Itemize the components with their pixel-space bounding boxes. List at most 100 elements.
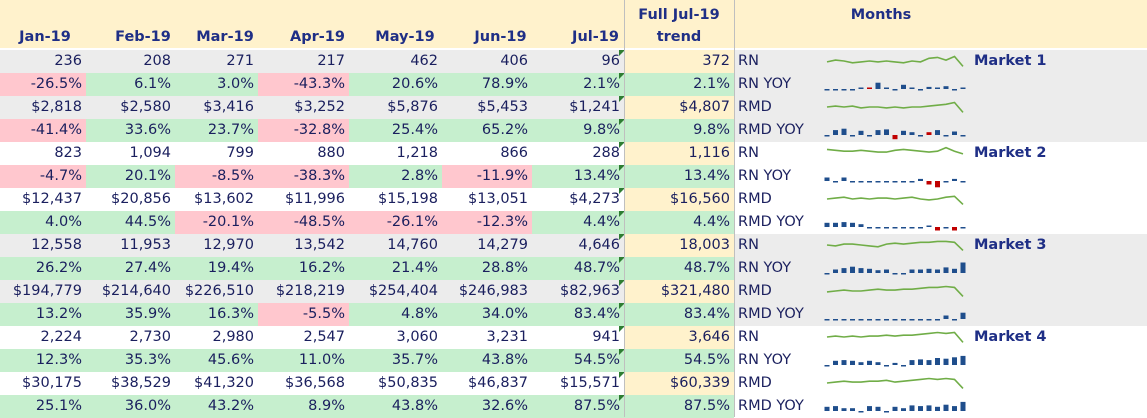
cell-value[interactable]: 823 [54,145,82,161]
cell-value[interactable]: -43.3% [258,73,349,96]
row-metric-label[interactable]: RN YOY [738,168,792,184]
cell-value[interactable]: 288 [532,142,625,165]
cell-value[interactable]: -26.1% [349,211,442,234]
cell-value[interactable]: 21.4% [349,257,442,280]
row-metric-label[interactable]: RN YOY [738,76,792,92]
cell-value[interactable]: -8.5% [175,165,258,188]
cell-value[interactable]: 43.8% [349,395,442,418]
cell-full-trend[interactable]: 13.4% [624,165,734,188]
cell-value[interactable]: 462 [410,53,438,69]
cell-value[interactable]: 12.3% [0,349,86,372]
row-metric-label[interactable]: RN [738,237,759,253]
cell-value[interactable]: 4,646 [532,234,625,257]
cell-value[interactable]: 2.1% [532,73,625,96]
cell-value[interactable]: $13,602 [194,191,254,207]
header-month-feb[interactable]: Feb-19 [115,29,171,45]
cell-full-trend[interactable]: 1,116 [624,142,734,165]
cell-full-trend[interactable]: 87.5% [624,395,734,418]
cell-value[interactable]: 44.5% [86,211,175,234]
cell-value[interactable]: 14,760 [387,237,438,253]
cell-value[interactable]: $20,856 [111,191,171,207]
cell-value[interactable]: -20.1% [175,211,258,234]
cell-value[interactable]: 26.2% [0,257,86,280]
cell-value[interactable]: $4,273 [532,188,625,211]
cell-value[interactable]: 32.6% [442,395,532,418]
cell-value[interactable]: 35.9% [86,303,175,326]
row-metric-label[interactable]: RN YOY [738,260,792,276]
cell-value[interactable]: 13.2% [0,303,86,326]
cell-value[interactable]: -32.8% [258,119,349,142]
cell-full-trend[interactable]: 4.4% [624,211,734,234]
cell-value[interactable]: $41,320 [194,375,254,391]
cell-value[interactable]: $12,437 [22,191,82,207]
cell-value[interactable]: 83.4% [532,303,625,326]
cell-value[interactable]: $5,453 [477,99,528,115]
cell-value[interactable]: 20.6% [349,73,442,96]
cell-value[interactable]: 14,279 [477,237,528,253]
cell-value[interactable]: $15,198 [378,191,438,207]
cell-value[interactable]: 20.1% [86,165,175,188]
cell-value[interactable]: 33.6% [86,119,175,142]
cell-value[interactable]: $3,252 [294,99,345,115]
header-month-mar[interactable]: Mar-19 [196,29,254,45]
cell-value[interactable]: 43.2% [175,395,258,418]
cell-full-trend[interactable]: 18,003 [624,234,734,257]
cell-value[interactable]: 2.8% [349,165,442,188]
row-metric-label[interactable]: RMD YOY [738,398,804,414]
cell-full-trend[interactable]: $4,807 [624,96,734,119]
cell-value[interactable]: 54.5% [532,349,625,372]
cell-value[interactable]: $5,876 [387,99,438,115]
cell-value[interactable]: $15,571 [532,372,625,395]
cell-value[interactable]: 799 [226,145,254,161]
cell-value[interactable]: 941 [532,326,625,349]
cell-value[interactable]: -12.3% [442,211,532,234]
cell-value[interactable]: 87.5% [532,395,625,418]
cell-value[interactable]: 3.0% [175,73,258,96]
cell-value[interactable]: 48.7% [532,257,625,280]
cell-value[interactable]: 1,218 [396,145,438,161]
cell-value[interactable]: 13,542 [294,237,345,253]
cell-full-trend[interactable]: 83.4% [624,303,734,326]
cell-value[interactable]: 3,231 [486,329,528,345]
cell-value[interactable]: 36.0% [86,395,175,418]
cell-value[interactable]: -48.5% [258,211,349,234]
cell-value[interactable]: 11.0% [258,349,349,372]
cell-value[interactable]: -38.3% [258,165,349,188]
market-label[interactable]: Market 3 [974,237,1047,253]
cell-value[interactable]: 2,980 [212,329,254,345]
cell-value[interactable]: $246,983 [458,283,528,299]
cell-full-trend[interactable]: 3,646 [624,326,734,349]
cell-value[interactable]: $2,818 [31,99,82,115]
cell-value[interactable]: $11,996 [285,191,345,207]
cell-full-trend[interactable]: $16,560 [624,188,734,211]
cell-value[interactable]: 43.8% [442,349,532,372]
cell-value[interactable]: $30,175 [22,375,82,391]
cell-value[interactable]: 236 [54,53,82,69]
cell-full-trend[interactable]: $321,480 [624,280,734,303]
cell-value[interactable]: $38,529 [111,375,171,391]
cell-value[interactable]: 34.0% [442,303,532,326]
cell-value[interactable]: -26.5% [0,73,86,96]
row-metric-label[interactable]: RMD [738,283,772,299]
header-month-jul[interactable]: Jul-19 [572,29,619,45]
row-metric-label[interactable]: RMD YOY [738,214,804,230]
cell-value[interactable]: $1,241 [532,96,625,119]
cell-full-trend[interactable]: 9.8% [624,119,734,142]
cell-value[interactable]: 35.3% [86,349,175,372]
cell-value[interactable]: 16.2% [258,257,349,280]
cell-value[interactable]: 12,970 [203,237,254,253]
row-metric-label[interactable]: RMD [738,191,772,207]
cell-value[interactable]: 1,094 [129,145,171,161]
cell-value[interactable]: 28.8% [442,257,532,280]
cell-value[interactable]: 4.0% [0,211,86,234]
cell-value[interactable]: $46,837 [468,375,528,391]
cell-value[interactable]: $82,963 [532,280,625,303]
header-month-may[interactable]: May-19 [375,29,435,45]
cell-value[interactable]: 866 [500,145,528,161]
cell-value[interactable]: 78.9% [442,73,532,96]
cell-value[interactable]: 8.9% [258,395,349,418]
cell-value[interactable]: 25.4% [349,119,442,142]
row-metric-label[interactable]: RMD YOY [738,122,804,138]
cell-value[interactable]: 35.7% [349,349,442,372]
row-metric-label[interactable]: RMD [738,99,772,115]
